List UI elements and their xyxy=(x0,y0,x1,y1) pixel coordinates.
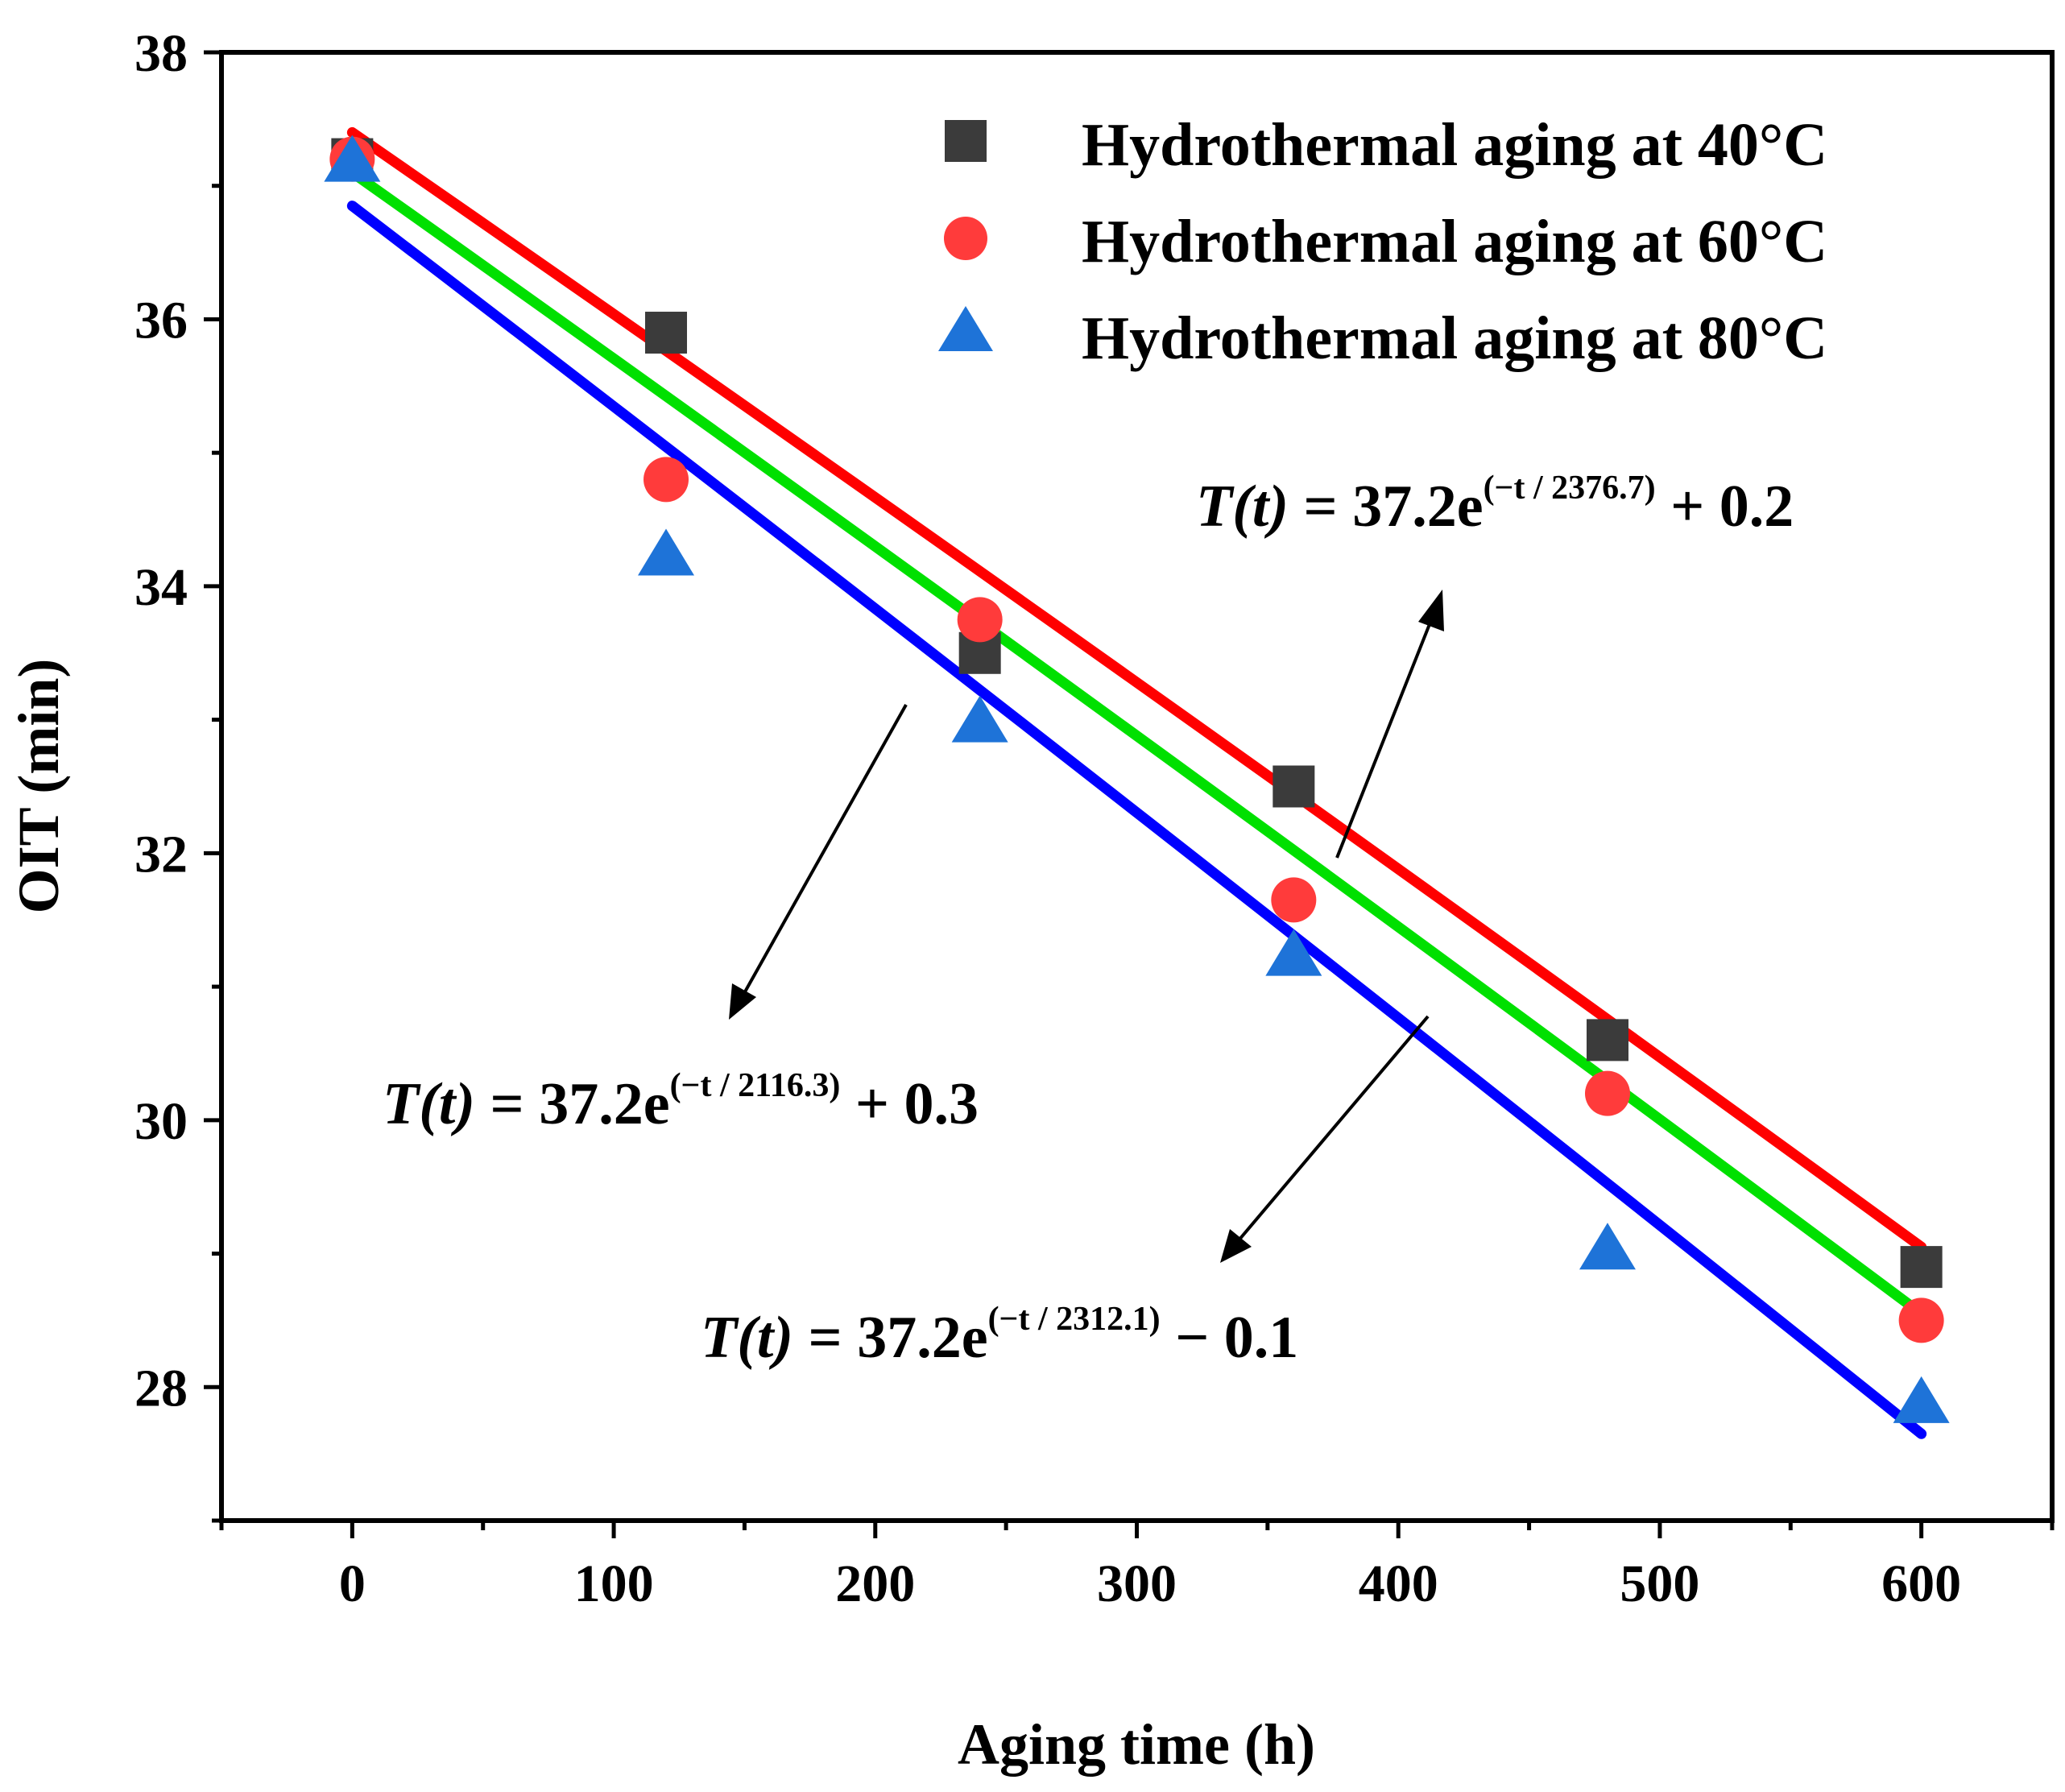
marker-80c xyxy=(638,528,695,576)
fit-lines xyxy=(346,126,1927,1439)
marker-60c xyxy=(957,597,1003,643)
marker-40c xyxy=(1273,765,1315,808)
y-tick-label: 28 xyxy=(134,1359,188,1417)
legend-label-60: Hydrothermal aging at 60°C xyxy=(1082,208,1827,275)
x-tick-label: 200 xyxy=(835,1554,915,1613)
fit-line-40c xyxy=(346,126,1927,1252)
x-tick-label: 600 xyxy=(1881,1554,1961,1613)
y-tick-labels: 28 30 32 34 36 38 xyxy=(134,24,188,1417)
marker-80c xyxy=(1893,1376,1950,1423)
marker-60c xyxy=(644,457,689,503)
legend-marker-triangle xyxy=(938,306,993,351)
x-tick-label: 500 xyxy=(1620,1554,1699,1613)
equation-blue-fit: T(t) = 37.2e(−t / 2116.3) + 0.3 xyxy=(383,1067,979,1137)
marker-60c xyxy=(1898,1297,1944,1343)
marker-40c xyxy=(1586,1019,1628,1062)
arrowhead-blue-fit xyxy=(729,983,756,1020)
marker-80c xyxy=(1579,1223,1636,1270)
equation-red-fit: T(t) = 37.2e(−t / 2376.7) + 0.2 xyxy=(1196,470,1794,540)
legend-label-80: Hydrothermal aging at 80°C xyxy=(1082,304,1827,372)
x-axis-title: Aging time (h) xyxy=(958,1712,1315,1777)
x-tick-label: 300 xyxy=(1097,1554,1177,1613)
x-tick-labels: 0 100 200 300 400 500 600 xyxy=(339,1554,1961,1613)
legend-label-40: Hydrothermal aging at 40°C xyxy=(1082,111,1827,179)
equation-green-fit: T(t) = 37.2e(−t / 2312.1) − 0.1 xyxy=(701,1301,1298,1371)
marker-80c xyxy=(324,135,381,182)
y-tick-label: 36 xyxy=(134,291,188,350)
legend-marker-square xyxy=(945,120,987,162)
y-axis-title: OIT (min) xyxy=(6,659,71,914)
marker-40c xyxy=(645,312,688,354)
marker-60c xyxy=(1584,1070,1630,1116)
y-tick-label: 38 xyxy=(134,24,188,83)
arrow-red-fit xyxy=(1335,615,1434,859)
fit-line-60c xyxy=(346,167,1927,1319)
legend-marker-circle xyxy=(944,217,987,260)
arrow-blue-fit xyxy=(742,704,908,995)
y-tick-label: 34 xyxy=(134,558,188,617)
arrowhead-red-fit xyxy=(1418,590,1444,631)
x-tick-label: 100 xyxy=(574,1554,654,1613)
y-tick-label: 32 xyxy=(134,825,188,884)
marker-40c xyxy=(1900,1246,1943,1289)
x-tick-label: 400 xyxy=(1359,1554,1438,1613)
axis-ticks xyxy=(204,50,2055,1538)
y-tick-label: 30 xyxy=(134,1092,188,1151)
annotation-arrows xyxy=(729,590,1444,1263)
x-tick-label: 0 xyxy=(339,1554,366,1613)
arrow-green-fit xyxy=(1237,1015,1430,1242)
marker-80c xyxy=(1265,929,1322,976)
legend: Hydrothermal aging at 40°C Hydrothermal … xyxy=(938,111,1827,372)
arrowhead-green-fit xyxy=(1220,1229,1252,1263)
data-markers xyxy=(324,135,1950,1423)
marker-80c xyxy=(951,695,1008,743)
fit-line-80c xyxy=(346,201,1927,1439)
marker-60c xyxy=(1271,877,1317,923)
